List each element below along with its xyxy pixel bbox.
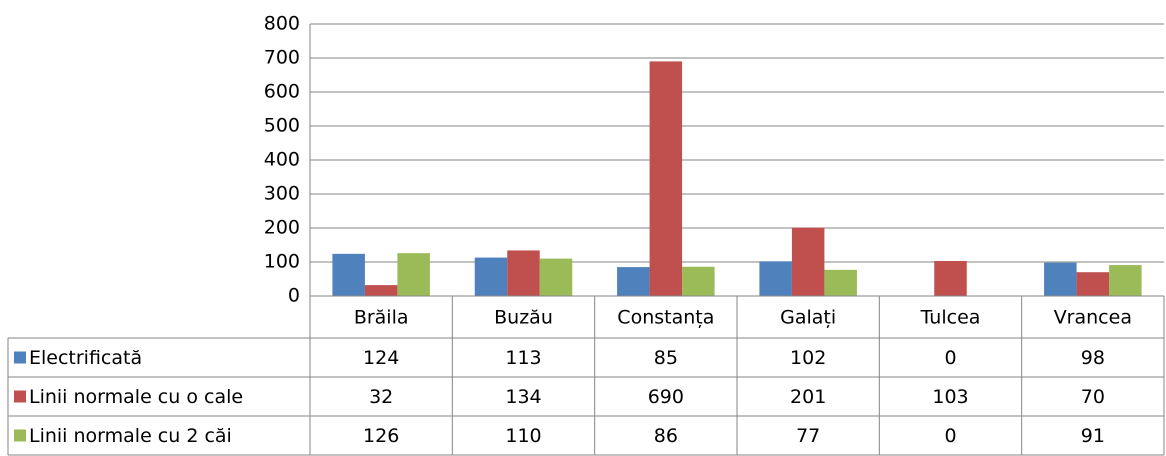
bar — [1076, 272, 1110, 296]
y-tick-label: 300 — [264, 183, 300, 205]
x-tick-label: Vrancea — [1054, 307, 1132, 329]
bar — [1109, 265, 1142, 296]
x-tick-label: Buzău — [494, 307, 553, 329]
x-tick-label: Constanța — [617, 307, 714, 329]
y-tick-label: 200 — [264, 217, 300, 239]
table-cell: 201 — [790, 386, 826, 408]
y-tick-label: 800 — [264, 13, 300, 35]
table-cell: 32 — [369, 386, 393, 408]
bar — [397, 253, 430, 296]
bar — [682, 266, 715, 296]
legend-label: Linii normale cu 2 căi — [29, 425, 232, 447]
y-tick-label: 400 — [264, 149, 300, 171]
bar — [791, 227, 825, 296]
bar — [1044, 262, 1077, 296]
table-cell: 690 — [648, 386, 684, 408]
bar — [332, 253, 365, 296]
legend-label: Linii normale cu o cale — [29, 386, 243, 408]
bar — [934, 260, 967, 296]
table-cell: 0 — [944, 347, 956, 369]
legend-swatch — [14, 390, 26, 403]
table-cell: 91 — [1081, 425, 1105, 447]
table-cell: 98 — [1081, 347, 1105, 369]
bar — [364, 285, 398, 296]
y-tick-label: 500 — [264, 115, 300, 137]
table-cell: 134 — [505, 386, 541, 408]
bar — [617, 267, 650, 296]
table-cell: 126 — [363, 425, 399, 447]
bar — [474, 257, 508, 296]
bar — [649, 61, 683, 297]
legend-swatch — [14, 429, 26, 442]
y-tick-label: 700 — [264, 47, 300, 69]
table-cell: 86 — [654, 425, 678, 447]
x-tick-label: Tulcea — [920, 307, 981, 329]
table-cell: 110 — [505, 425, 541, 447]
bar — [759, 261, 792, 296]
table-cell: 85 — [654, 347, 678, 369]
table-cell: 113 — [505, 347, 541, 369]
table-cell: 77 — [796, 425, 820, 447]
table-cell: 0 — [944, 425, 956, 447]
legend-label: Electrificată — [29, 347, 142, 369]
y-tick-label: 600 — [264, 81, 300, 103]
bar — [824, 269, 857, 296]
y-tick-label: 0 — [288, 285, 300, 307]
bar — [539, 258, 573, 296]
legend-swatch — [14, 351, 26, 364]
table-cell: 103 — [932, 386, 968, 408]
table-cell: 102 — [790, 347, 826, 369]
table-cell: 124 — [363, 347, 399, 369]
x-tick-label: Galați — [780, 307, 836, 329]
table-cell: 70 — [1081, 386, 1105, 408]
x-tick-label: Brăila — [354, 307, 409, 329]
y-tick-label: 100 — [264, 251, 300, 273]
bar — [507, 250, 540, 296]
